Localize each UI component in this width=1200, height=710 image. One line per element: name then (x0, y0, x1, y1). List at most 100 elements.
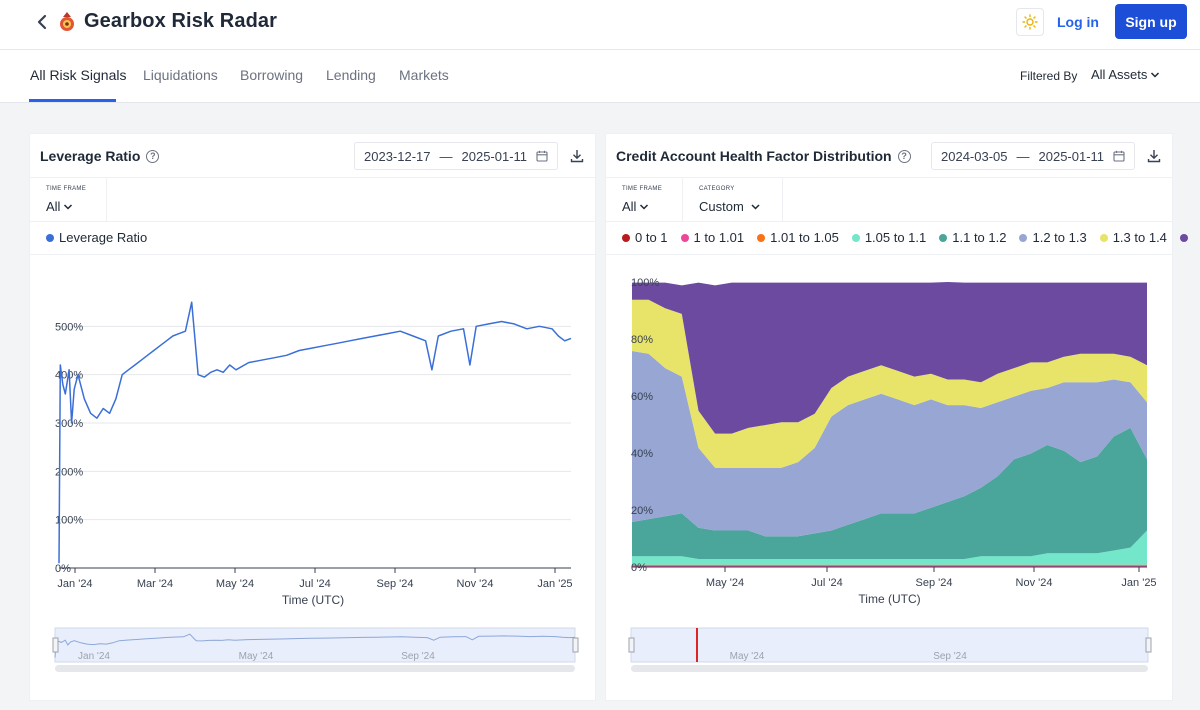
legend-dot (851, 233, 860, 242)
x-tick-label: Nov '24 (1016, 577, 1053, 589)
x-tick-label: Jan '25 (537, 578, 572, 590)
zoom-window (630, 627, 1149, 663)
leverage-ratio-card: Leverage Ratio ? 2023-12-17 — 2025-01-11… (29, 133, 596, 701)
tab-liquidations[interactable]: Liquidations (143, 67, 218, 83)
date-separator: — (1016, 148, 1030, 164)
leverage-line-chart: 0%100%200%300%400%500%Jan '24 Mar '24 May … (52, 301, 579, 672)
x-tick-label: Jan '24 (57, 578, 92, 590)
app-title: Gearbox Risk Radar (84, 10, 277, 32)
legend-dot (46, 233, 54, 242)
tab-all-risk-signals[interactable]: All Risk Signals (30, 67, 127, 83)
legend-item[interactable]: 1.01 to 1.05 (757, 230, 839, 245)
x-tick-label: Jul '24 (299, 578, 330, 590)
asset-filter-select[interactable]: All Assets (1091, 67, 1160, 82)
asset-filter-value: All Assets (1091, 67, 1148, 82)
time-frame-control: TIME FRAME All (30, 178, 107, 222)
area-series-3 (632, 530, 1147, 565)
legend-dot (1179, 233, 1188, 242)
legend-dot (757, 233, 766, 242)
time-frame-select[interactable]: All (622, 199, 649, 214)
zoom-handle-left (52, 637, 59, 653)
health-card-title: Credit Account Health Factor Distributio… (616, 148, 911, 164)
x-tick-label: Mar '24 (137, 578, 173, 590)
category-control: CATEGORY Custom (683, 178, 783, 222)
x-tick-label: Jan '25 (1121, 577, 1156, 589)
y-tick-label: 20% (631, 505, 653, 517)
tab-lending[interactable]: Lending (326, 67, 376, 83)
divider (606, 254, 1172, 255)
x-axis-title: Time (UTC) (282, 593, 344, 607)
signup-button[interactable]: Sign up (1115, 4, 1187, 39)
calendar-icon (1113, 150, 1125, 162)
date-start: 2023-12-17 (364, 148, 431, 164)
y-tick-label: 40% (631, 448, 653, 460)
legend-item[interactable]: 1.05 to 1.1 (851, 230, 927, 245)
health-stacked-area-chart: 0% 20% 40% 60% 80% 100% May '24 Jul '24 Sep '24 N… (628, 277, 1157, 672)
app-header: Gearbox Risk Radar Log in Sign up (0, 0, 1200, 50)
area-series-2 (632, 564, 1147, 566)
back-arrow-icon[interactable] (32, 12, 52, 32)
date-start: 2024-03-05 (941, 148, 1008, 164)
legend-label: 1.2 to 1.3 (1032, 230, 1087, 245)
x-tick-label: May '24 (706, 577, 744, 589)
theme-toggle-button[interactable] (1016, 8, 1044, 36)
date-end: 2025-01-11 (461, 148, 528, 164)
date-end: 2025-01-11 (1038, 148, 1105, 164)
help-icon[interactable]: ? (897, 149, 911, 163)
legend-dot (680, 233, 689, 242)
legend-item[interactable]: 1.1 to 1.2 (939, 230, 1006, 245)
x-tick-label: Sep '24 (916, 577, 953, 589)
zoom-window (54, 627, 576, 663)
zoom-handle-right (572, 637, 579, 653)
category-value: Custom (699, 199, 744, 214)
legend-label: 1 to 1.01 (693, 230, 745, 245)
legend-item[interactable] (1179, 230, 1188, 245)
time-frame-control: TIME FRAME All (606, 178, 683, 222)
legend-item[interactable]: 1.3 to 1.4 (1099, 230, 1167, 245)
divider (30, 254, 595, 255)
zoom-label: May '24 (239, 651, 274, 662)
x-axis-title: Time (UTC) (858, 592, 920, 606)
y-tick-label: 200% (55, 466, 83, 478)
time-frame-label: TIME FRAME (622, 186, 662, 192)
y-tick-label: 80% (631, 334, 653, 346)
chevron-down-icon (1151, 71, 1160, 78)
sun-icon (1022, 14, 1038, 30)
health-title-text: Credit Account Health Factor Distributio… (616, 148, 892, 164)
chevron-down-icon (64, 203, 73, 210)
chevron-down-icon (640, 203, 649, 210)
area-series-6 (632, 299, 1147, 468)
tab-markets[interactable]: Markets (399, 67, 449, 83)
legend-item[interactable]: Leverage Ratio (46, 230, 147, 245)
divider (606, 177, 1172, 178)
y-tick-label: 100% (631, 277, 659, 289)
legend-item[interactable]: 1 to 1.01 (680, 230, 745, 245)
zoom-handle-right (1145, 637, 1152, 653)
zoom-scrollbar (55, 665, 575, 672)
health-date-range-picker[interactable]: 2024-03-05 — 2025-01-11 (931, 142, 1136, 170)
x-tick-label: May '24 (216, 578, 254, 590)
calendar-icon (536, 150, 548, 162)
zoom-label: May '24 (730, 651, 765, 662)
download-icon[interactable] (1145, 147, 1163, 165)
login-button[interactable]: Log in (1057, 14, 1099, 30)
zoom-handle-left (628, 637, 635, 653)
category-select[interactable]: Custom (699, 199, 761, 214)
legend-label: Leverage Ratio (59, 230, 148, 245)
legend-dot (939, 233, 948, 242)
help-icon[interactable]: ? (146, 149, 160, 163)
leverage-card-title: Leverage Ratio ? (40, 148, 160, 164)
leverage-legend: Leverage Ratio (46, 230, 147, 245)
time-frame-select[interactable]: All (46, 199, 73, 214)
tab-borrowing[interactable]: Borrowing (240, 67, 304, 83)
x-tick-label: Nov '24 (457, 578, 494, 590)
legend-label: 1.05 to 1.1 (864, 230, 927, 245)
legend-item[interactable]: 1.2 to 1.3 (1019, 230, 1087, 245)
zoom-label: Sep '24 (401, 651, 435, 662)
time-frame-value: All (46, 199, 61, 214)
leverage-date-range-picker[interactable]: 2023-12-17 — 2025-01-11 (354, 142, 559, 170)
y-tick-label: 100% (55, 515, 83, 527)
legend-item[interactable]: 0 to 1 (622, 230, 668, 245)
download-icon[interactable] (568, 147, 586, 165)
y-tick-label: 300% (55, 418, 83, 430)
